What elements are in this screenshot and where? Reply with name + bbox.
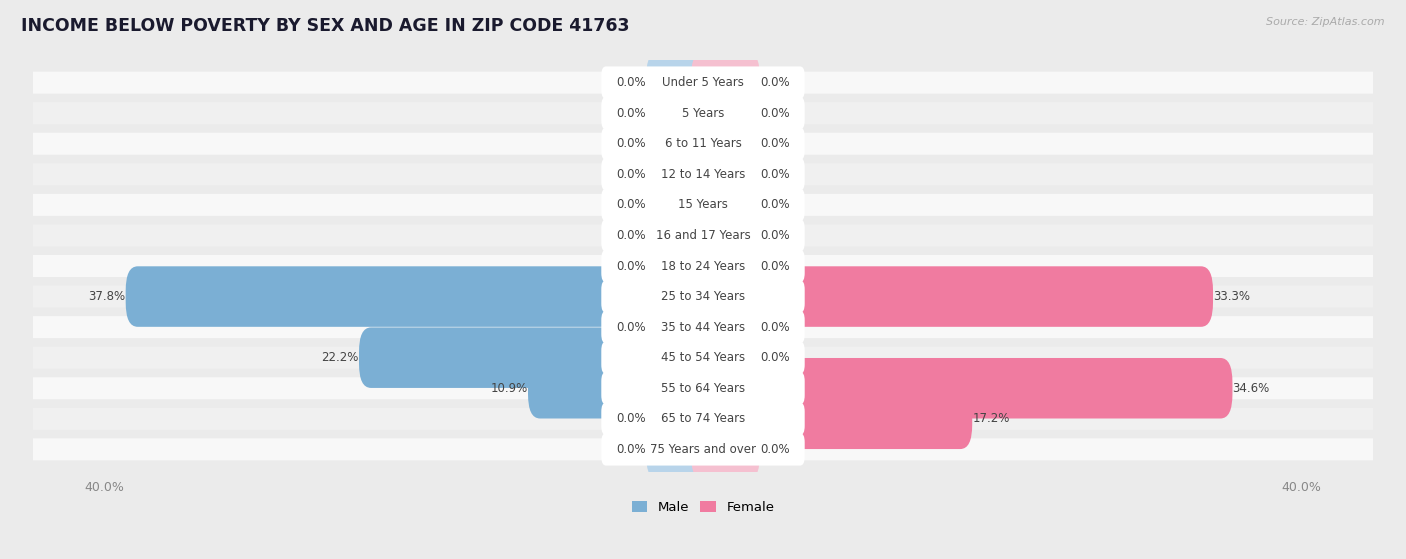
FancyBboxPatch shape bbox=[690, 419, 759, 480]
Text: 18 to 24 Years: 18 to 24 Years bbox=[661, 259, 745, 272]
FancyBboxPatch shape bbox=[602, 281, 804, 312]
FancyBboxPatch shape bbox=[602, 372, 804, 405]
Text: 10.9%: 10.9% bbox=[491, 382, 529, 395]
Text: 0.0%: 0.0% bbox=[759, 443, 789, 456]
FancyBboxPatch shape bbox=[32, 225, 1374, 247]
FancyBboxPatch shape bbox=[32, 316, 1374, 338]
Text: 65 to 74 Years: 65 to 74 Years bbox=[661, 413, 745, 425]
Text: 0.0%: 0.0% bbox=[759, 351, 789, 364]
Text: 0.0%: 0.0% bbox=[759, 321, 789, 334]
FancyBboxPatch shape bbox=[32, 377, 1374, 399]
FancyBboxPatch shape bbox=[32, 72, 1374, 94]
Text: 0.0%: 0.0% bbox=[759, 168, 789, 181]
FancyBboxPatch shape bbox=[647, 144, 716, 205]
FancyBboxPatch shape bbox=[690, 53, 759, 113]
Text: 0.0%: 0.0% bbox=[617, 138, 647, 150]
Text: 34.6%: 34.6% bbox=[1233, 382, 1270, 395]
Text: 22.2%: 22.2% bbox=[322, 351, 359, 364]
Text: 25 to 34 Years: 25 to 34 Years bbox=[661, 290, 745, 303]
FancyBboxPatch shape bbox=[602, 97, 804, 129]
FancyBboxPatch shape bbox=[647, 205, 716, 266]
Text: 0.0%: 0.0% bbox=[617, 321, 647, 334]
FancyBboxPatch shape bbox=[602, 158, 804, 191]
Text: 45 to 54 Years: 45 to 54 Years bbox=[661, 351, 745, 364]
Text: 12 to 14 Years: 12 to 14 Years bbox=[661, 168, 745, 181]
Text: 0.0%: 0.0% bbox=[617, 413, 647, 425]
FancyBboxPatch shape bbox=[690, 358, 1233, 419]
FancyBboxPatch shape bbox=[602, 433, 804, 466]
FancyBboxPatch shape bbox=[690, 174, 759, 235]
FancyBboxPatch shape bbox=[32, 163, 1374, 186]
FancyBboxPatch shape bbox=[32, 408, 1374, 430]
Text: 0.0%: 0.0% bbox=[617, 76, 647, 89]
Text: 0.0%: 0.0% bbox=[759, 138, 789, 150]
FancyBboxPatch shape bbox=[529, 358, 716, 419]
FancyBboxPatch shape bbox=[690, 266, 1213, 327]
FancyBboxPatch shape bbox=[690, 389, 972, 449]
Text: 0.0%: 0.0% bbox=[759, 76, 789, 89]
FancyBboxPatch shape bbox=[647, 83, 716, 144]
FancyBboxPatch shape bbox=[602, 189, 804, 221]
FancyBboxPatch shape bbox=[690, 236, 759, 296]
FancyBboxPatch shape bbox=[32, 194, 1374, 216]
Legend: Male, Female: Male, Female bbox=[626, 495, 780, 519]
Text: 55 to 64 Years: 55 to 64 Years bbox=[661, 382, 745, 395]
FancyBboxPatch shape bbox=[690, 205, 759, 266]
FancyBboxPatch shape bbox=[602, 402, 804, 435]
FancyBboxPatch shape bbox=[647, 419, 716, 480]
FancyBboxPatch shape bbox=[690, 83, 759, 144]
FancyBboxPatch shape bbox=[32, 347, 1374, 369]
Text: 75 Years and over: 75 Years and over bbox=[650, 443, 756, 456]
FancyBboxPatch shape bbox=[602, 219, 804, 252]
Text: 37.8%: 37.8% bbox=[89, 290, 125, 303]
Text: 0.0%: 0.0% bbox=[617, 198, 647, 211]
Text: Under 5 Years: Under 5 Years bbox=[662, 76, 744, 89]
FancyBboxPatch shape bbox=[602, 67, 804, 99]
FancyBboxPatch shape bbox=[647, 53, 716, 113]
Text: 17.2%: 17.2% bbox=[972, 413, 1010, 425]
FancyBboxPatch shape bbox=[125, 266, 716, 327]
FancyBboxPatch shape bbox=[647, 236, 716, 296]
FancyBboxPatch shape bbox=[647, 174, 716, 235]
FancyBboxPatch shape bbox=[32, 255, 1374, 277]
Text: 0.0%: 0.0% bbox=[759, 107, 789, 120]
FancyBboxPatch shape bbox=[32, 102, 1374, 124]
Text: INCOME BELOW POVERTY BY SEX AND AGE IN ZIP CODE 41763: INCOME BELOW POVERTY BY SEX AND AGE IN Z… bbox=[21, 17, 630, 35]
FancyBboxPatch shape bbox=[690, 328, 759, 388]
FancyBboxPatch shape bbox=[690, 113, 759, 174]
Text: 16 and 17 Years: 16 and 17 Years bbox=[655, 229, 751, 242]
Text: 0.0%: 0.0% bbox=[759, 198, 789, 211]
Text: 0.0%: 0.0% bbox=[759, 229, 789, 242]
FancyBboxPatch shape bbox=[602, 250, 804, 282]
FancyBboxPatch shape bbox=[602, 342, 804, 374]
FancyBboxPatch shape bbox=[647, 297, 716, 357]
Text: Source: ZipAtlas.com: Source: ZipAtlas.com bbox=[1267, 17, 1385, 27]
Text: 0.0%: 0.0% bbox=[617, 229, 647, 242]
FancyBboxPatch shape bbox=[602, 127, 804, 160]
Text: 15 Years: 15 Years bbox=[678, 198, 728, 211]
Text: 5 Years: 5 Years bbox=[682, 107, 724, 120]
FancyBboxPatch shape bbox=[32, 438, 1374, 461]
FancyBboxPatch shape bbox=[647, 389, 716, 449]
Text: 0.0%: 0.0% bbox=[617, 107, 647, 120]
Text: 35 to 44 Years: 35 to 44 Years bbox=[661, 321, 745, 334]
Text: 0.0%: 0.0% bbox=[759, 259, 789, 272]
Text: 6 to 11 Years: 6 to 11 Years bbox=[665, 138, 741, 150]
Text: 0.0%: 0.0% bbox=[617, 168, 647, 181]
Text: 0.0%: 0.0% bbox=[617, 259, 647, 272]
FancyBboxPatch shape bbox=[690, 297, 759, 357]
Text: 33.3%: 33.3% bbox=[1213, 290, 1250, 303]
FancyBboxPatch shape bbox=[690, 144, 759, 205]
Text: 0.0%: 0.0% bbox=[617, 443, 647, 456]
FancyBboxPatch shape bbox=[32, 132, 1374, 155]
FancyBboxPatch shape bbox=[647, 113, 716, 174]
FancyBboxPatch shape bbox=[602, 311, 804, 343]
FancyBboxPatch shape bbox=[359, 328, 716, 388]
FancyBboxPatch shape bbox=[32, 286, 1374, 307]
